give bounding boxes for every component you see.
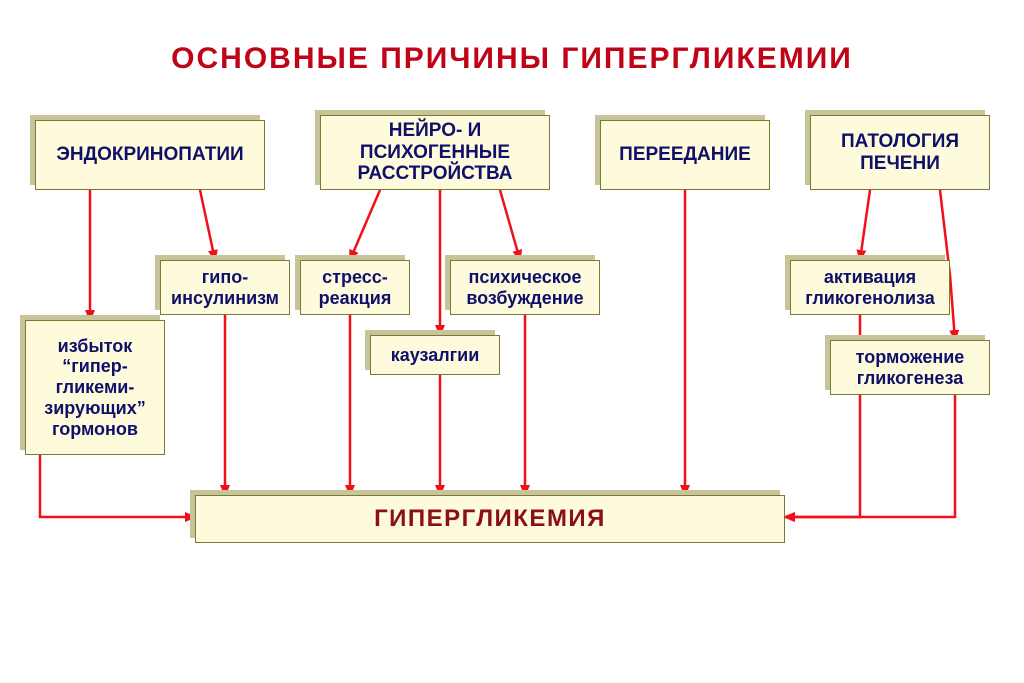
node-excess: избыток “гипер- гликеми- зирующих” гормо… — [25, 320, 165, 455]
node-label-stress: стресс- реакция — [319, 267, 392, 308]
edge-3 — [500, 190, 520, 260]
node-glycogenes: торможение гликогенеза — [830, 340, 990, 395]
node-psych: психическое возбуждение — [450, 260, 600, 315]
node-label-psych: психическое возбуждение — [466, 267, 583, 308]
edge-5 — [860, 190, 870, 260]
node-label-endo: ЭНДОКРИНОПАТИИ — [56, 144, 243, 166]
diagram-title: ОСНОВНЫЕ ПРИЧИНЫ ГИПЕРГЛИКЕМИИ — [0, 42, 1024, 76]
edge-7 — [40, 455, 195, 517]
node-label-overeat: ПЕРЕЕДАНИЕ — [619, 144, 751, 166]
node-label-hypoins: гипо- инсулинизм — [171, 267, 279, 308]
node-label-excess: избыток “гипер- гликеми- зирующих” гормо… — [44, 336, 145, 439]
node-stress: стресс- реакция — [300, 260, 410, 315]
node-overeat: ПЕРЕЕДАНИЕ — [600, 120, 770, 190]
edge-1 — [200, 190, 215, 260]
edge-2 — [350, 190, 380, 260]
node-label-result: ГИПЕРГЛИКЕМИЯ — [374, 505, 606, 533]
edge-14 — [785, 395, 955, 517]
node-hypoins: гипо- инсулинизм — [160, 260, 290, 315]
node-label-causalgia: каузалгии — [391, 345, 480, 366]
node-label-liver: ПАТОЛОГИЯ ПЕЧЕНИ — [841, 131, 959, 175]
node-neuro: НЕЙРО- И ПСИХОГЕННЫЕ РАССТРОЙСТВА — [320, 115, 550, 190]
node-glycogenol: активация гликогенолиза — [790, 260, 950, 315]
node-liver: ПАТОЛОГИЯ ПЕЧЕНИ — [810, 115, 990, 190]
node-endo: ЭНДОКРИНОПАТИИ — [35, 120, 265, 190]
node-label-glycogenol: активация гликогенолиза — [805, 267, 934, 308]
node-result: ГИПЕРГЛИКЕМИЯ — [195, 495, 785, 543]
node-label-neuro: НЕЙРО- И ПСИХОГЕННЫЕ РАССТРОЙСТВА — [357, 120, 512, 186]
node-label-glycogenes: торможение гликогенеза — [856, 347, 965, 388]
diagram-stage: ОСНОВНЫЕ ПРИЧИНЫ ГИПЕРГЛИКЕМИИ ЭНДОКРИНО… — [0, 0, 1024, 683]
node-causalgia: каузалгии — [370, 335, 500, 375]
